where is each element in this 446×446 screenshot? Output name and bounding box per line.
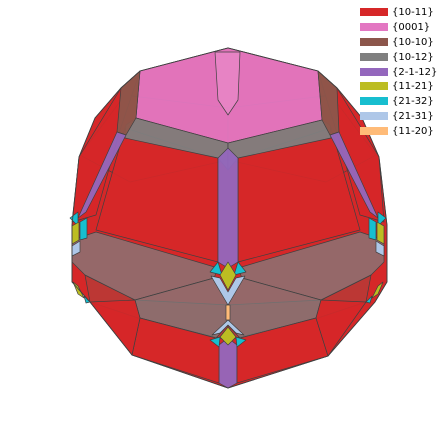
ridge-face-right [329, 131, 379, 219]
small-facet-lightblue [210, 275, 246, 306]
legend-label: {21-31} [392, 111, 434, 123]
small-facet-cyan [209, 261, 223, 276]
legend-label: {10-12} [392, 51, 434, 63]
legend-entry: {2-1-12} [357, 66, 443, 81]
legend-entry: {21-32} [357, 95, 443, 110]
legend-label: {11-20} [392, 126, 434, 138]
legend-swatch [360, 52, 388, 61]
legend-label: {11-21} [392, 81, 434, 93]
legend-label: {10-11} [392, 7, 434, 18]
crystal-faces [69, 47, 388, 389]
small-facet-olive [219, 326, 237, 346]
ridge-face-left [77, 131, 127, 219]
legend-label: {21-32} [392, 96, 434, 108]
legend-swatch [360, 8, 388, 16]
legend-swatch [360, 97, 388, 106]
legend-entry: {10-11} [357, 6, 443, 21]
legend-label: {10-10} [392, 36, 434, 48]
legend-swatch [360, 82, 388, 91]
small-facet-cyan [368, 217, 377, 241]
ridge-face-bottom [218, 337, 238, 389]
ridge-face-center [217, 147, 239, 269]
legend-swatch [360, 22, 388, 31]
legend: {10-11} {0001} {10-10} {10-12} {2-1-12} {11-2… [357, 6, 443, 140]
small-facet-orange [225, 304, 231, 321]
small-facet-cyan [365, 295, 373, 304]
legend-entry: {0001} [357, 21, 443, 36]
small-facet-olive [376, 221, 385, 245]
legend-entry: {21-31} [357, 110, 443, 125]
small-facet-olive [71, 221, 80, 245]
small-facet-cyan [209, 336, 221, 348]
legend-swatch [360, 112, 388, 121]
legend-entry: {10-10} [357, 36, 443, 51]
legend-label: {2-1-12} [392, 66, 438, 78]
crystal-outline [71, 47, 388, 389]
lower-face-far-right [315, 299, 367, 357]
legend-label: {0001} [392, 21, 431, 33]
small-facet-lightblue [375, 240, 385, 257]
small-facet-cyan [79, 217, 88, 241]
basal-inner-highlight [214, 51, 241, 116]
legend-entry: {10-12} [357, 51, 443, 66]
legend-swatch [360, 67, 388, 76]
small-facet-cyan [233, 261, 247, 276]
small-facet-cyan [69, 211, 79, 227]
small-facet-lightblue [211, 319, 245, 336]
lower-face-far-left [89, 299, 141, 356]
legend-entry: {11-20} [357, 125, 443, 140]
legend-swatch [360, 127, 388, 136]
small-facet-cyan [235, 336, 247, 348]
legend-swatch [360, 37, 388, 46]
small-facet-olive [371, 281, 384, 299]
small-facet-olive [219, 261, 237, 291]
legend-entry: {11-21} [357, 80, 443, 95]
small-facet-cyan [377, 211, 387, 227]
